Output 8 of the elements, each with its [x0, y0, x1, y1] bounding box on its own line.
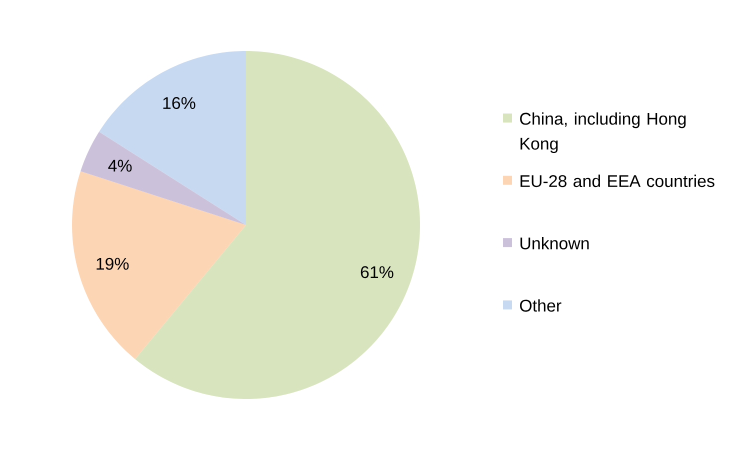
data-label: 19%: [96, 258, 129, 270]
legend-label: Other: [520, 299, 562, 312]
legend-label: EU-28 and EEA countries: [520, 174, 714, 188]
data-label: 61%: [360, 266, 394, 278]
legend-label: Unknown: [520, 236, 589, 250]
data-label: 4%: [108, 160, 132, 172]
data-label: 16%: [163, 97, 196, 110]
legend-label: China, including Hong Kong: [520, 112, 686, 154]
